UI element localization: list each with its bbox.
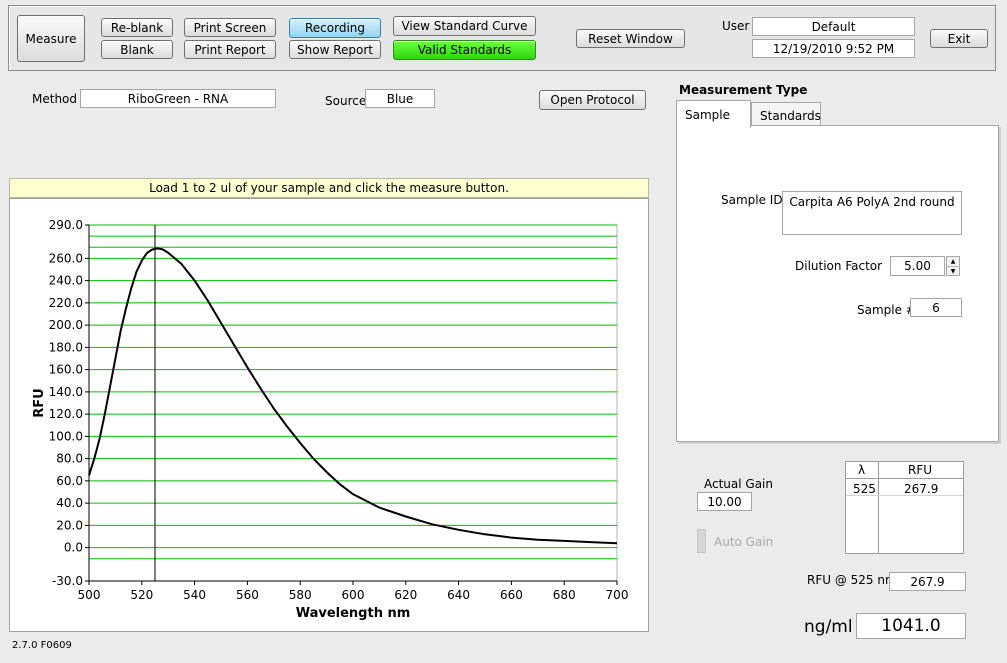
y-tick-label: 140.0	[49, 385, 83, 399]
user-label: User	[722, 19, 750, 33]
sample-id-input[interactable]: Carpita A6 PolyA 2nd round	[782, 191, 962, 235]
stepper-up-icon[interactable]: ▲	[947, 257, 959, 267]
source-field[interactable]: Blue	[365, 89, 435, 108]
rfu-at-label: RFU @ 525 nm	[807, 573, 897, 587]
show-report-button[interactable]: Show Report	[289, 40, 381, 59]
y-tick-label: 120.0	[49, 407, 83, 421]
sample-number-label: Sample #	[857, 303, 916, 317]
y-tick-label: 100.0	[49, 429, 83, 443]
dilution-factor-input[interactable]: 5.00	[890, 256, 945, 276]
valid-standards-indicator[interactable]: Valid Standards	[393, 40, 536, 60]
table-cell-wavelength: 525	[853, 482, 876, 496]
y-tick-label: 290.0	[49, 218, 83, 232]
x-tick-label: 580	[289, 588, 312, 602]
sample-number-input[interactable]: 6	[910, 298, 962, 317]
view-standard-curve-button[interactable]: View Standard Curve	[393, 16, 536, 36]
recording-button[interactable]: Recording	[289, 18, 381, 38]
rfu-table: λ RFU 525 267.9	[845, 461, 964, 554]
exit-button[interactable]: Exit	[930, 29, 988, 48]
y-tick-label: 260.0	[49, 251, 83, 265]
y-tick-label: 80.0	[56, 452, 83, 466]
measure-button[interactable]: Measure	[17, 15, 85, 62]
lambda-header: λ	[858, 463, 866, 477]
y-tick-label: 200.0	[49, 318, 83, 332]
x-tick-label: 560	[236, 588, 259, 602]
actual-gain-label: Actual Gain	[704, 477, 773, 491]
blank-button[interactable]: Blank	[101, 40, 173, 59]
y-tick-label: 20.0	[56, 518, 83, 532]
spectrum-line	[88, 247, 618, 545]
reblank-button[interactable]: Re-blank	[101, 18, 173, 37]
y-axis-title: RFU	[32, 388, 47, 417]
tab-standards[interactable]: Standards	[751, 102, 821, 128]
y-tick-label: 180.0	[49, 340, 83, 354]
y-tick-label: -30.0	[52, 574, 83, 588]
column-divider	[878, 462, 879, 553]
actual-gain-field: 10.00	[697, 492, 752, 511]
y-tick-label: 40.0	[56, 496, 83, 510]
x-tick-label: 540	[183, 588, 206, 602]
user-field[interactable]: Default	[752, 17, 915, 36]
stepper-down-icon[interactable]: ▼	[950, 268, 956, 275]
print-report-button[interactable]: Print Report	[184, 40, 276, 59]
instruction-message: Load 1 to 2 ul of your sample and click …	[9, 178, 649, 198]
x-tick-label: 660	[500, 588, 523, 602]
concentration-field: 1041.0	[856, 613, 966, 639]
sample-id-label: Sample ID	[721, 193, 783, 207]
spectrum-chart: -30.0 0.0 20.0 40.0 60.0 80.0 100.0 120.0 140.0 1…	[9, 198, 649, 632]
table-cell-rfu: 267.9	[904, 482, 939, 496]
measurement-type-title: Measurement Type	[679, 83, 808, 97]
toolbar-panel	[8, 5, 996, 71]
concentration-unit: ng/ml	[804, 617, 853, 637]
rfu-header: RFU	[908, 463, 933, 477]
y-tick-label: 60.0	[56, 474, 83, 488]
reset-window-button[interactable]: Reset Window	[576, 29, 685, 48]
method-field[interactable]: RiboGreen - RNA	[80, 89, 276, 108]
plot-area	[88, 224, 618, 582]
datetime-field: 12/19/2010 9:52 PM	[752, 39, 915, 58]
x-tick-label: 700	[606, 588, 629, 602]
y-tick-label: 160.0	[49, 363, 83, 377]
open-protocol-button[interactable]: Open Protocol	[539, 90, 646, 110]
x-tick-label: 640	[447, 588, 470, 602]
row-divider	[846, 495, 963, 496]
version-label: 2.7.0 F0609	[12, 640, 72, 651]
sample-tab-panel	[676, 125, 999, 442]
x-tick-label: 600	[342, 588, 365, 602]
method-label: Method	[32, 92, 78, 106]
y-tick-label: 220.0	[49, 296, 83, 310]
x-tick-label: 500	[78, 588, 101, 602]
x-tick-label: 680	[553, 588, 576, 602]
x-axis-title: Wavelength nm	[296, 606, 411, 621]
table-header	[846, 462, 963, 479]
auto-gain-toggle[interactable]	[697, 529, 706, 553]
y-tick-label: 240.0	[49, 274, 83, 288]
dilution-factor-label: Dilution Factor	[795, 259, 883, 273]
rfu-at-field: 267.9	[889, 572, 966, 591]
source-label: Source	[325, 94, 367, 108]
y-tick-label: 0.0	[64, 541, 83, 555]
auto-gain-label: Auto Gain	[714, 535, 774, 549]
x-tick-label: 520	[130, 588, 153, 602]
dilution-stepper[interactable]: ▲ ▼	[946, 256, 960, 276]
x-tick-label: 620	[394, 588, 417, 602]
spectrum-chart-svg: -30.0 0.0 20.0 40.0 60.0 80.0 100.0 120.0 140.0 1…	[32, 218, 629, 621]
tab-sample[interactable]: Sample	[676, 100, 751, 128]
print-screen-button[interactable]: Print Screen	[184, 18, 276, 37]
